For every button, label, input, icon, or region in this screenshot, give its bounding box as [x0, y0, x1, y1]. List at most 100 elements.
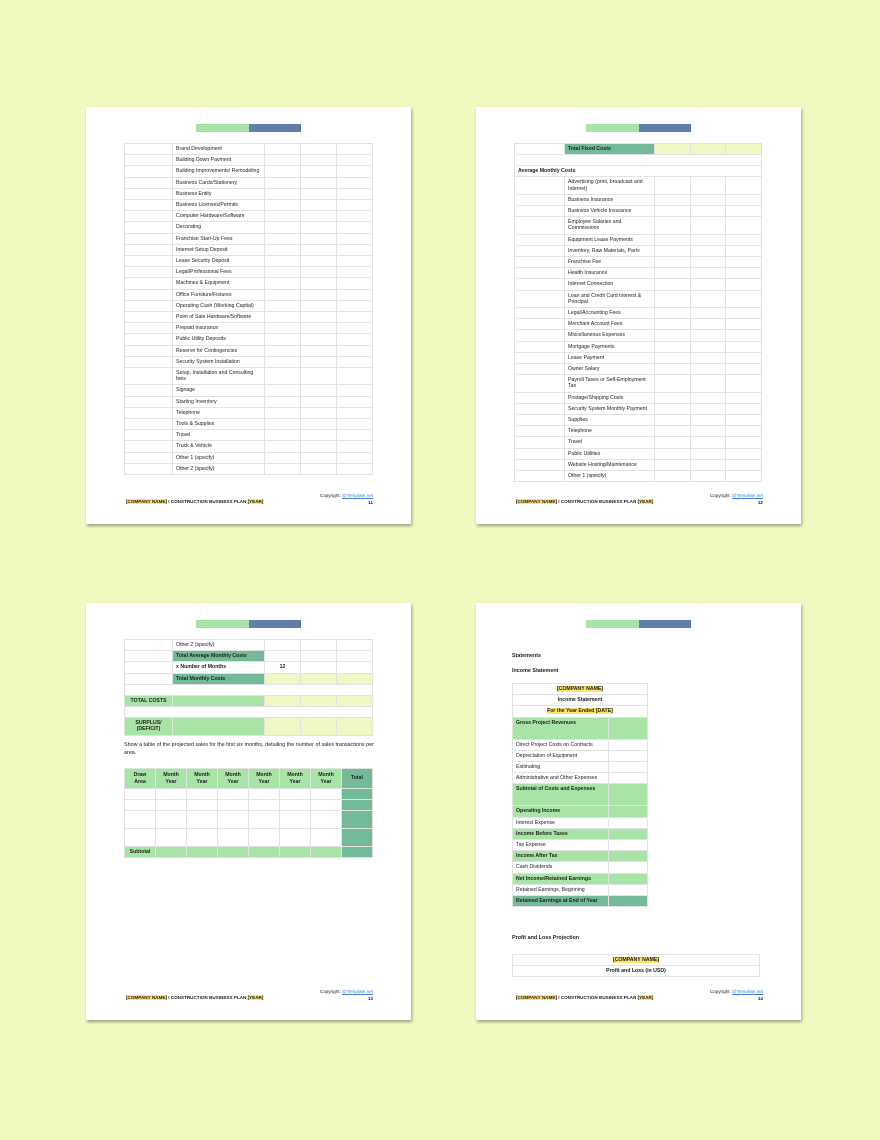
- row-label: Internet Connection: [564, 278, 655, 291]
- table-row: Franchise Start-Up Fees: [124, 232, 373, 245]
- row-label: Telephone: [172, 406, 265, 420]
- table-row: [124, 799, 373, 811]
- row-label: Security System Installation: [172, 355, 265, 369]
- header-bar: [196, 620, 301, 628]
- table-row: Estimating: [512, 761, 648, 774]
- table-row: Internet Connection: [514, 278, 762, 291]
- row-label: Signage: [172, 384, 265, 397]
- row-label: Operating Cash (Working Capital): [172, 299, 265, 313]
- table-row: Operating Cash (Working Capital): [124, 299, 373, 313]
- row-label: Advertising (print, broadcast and Intern…: [564, 176, 655, 195]
- column-header: Draw Area: [124, 768, 156, 789]
- total-fixed-costs: Total Fixed Costs: [564, 142, 655, 156]
- page-number: 12: [757, 500, 763, 505]
- row-label: Office Furniture/Fixtures: [172, 288, 265, 301]
- table-row: Business Entity: [124, 187, 373, 201]
- row-label: Mortgage Payments: [564, 340, 655, 353]
- row-label: Building Improvements/ Remodeling: [172, 165, 265, 178]
- row-label: Other 1 (specify): [172, 451, 265, 464]
- table-row: Lease Security Deposit: [124, 255, 373, 268]
- table-row: [124, 828, 373, 847]
- table-row: Business Insurance: [514, 193, 762, 207]
- table-row: Retained Earnings, Beginning: [512, 883, 648, 897]
- row-label: Public Utilities: [564, 447, 655, 460]
- copyright-link[interactable]: @Template.net: [342, 989, 373, 994]
- table-row: Starting Inventory: [124, 395, 373, 408]
- row-label: Tax Expense: [512, 839, 609, 852]
- profit-loss-table: [COMPANY NAME] Profit and Loss (in USD): [512, 953, 760, 978]
- table-row: Mortgage Payments: [514, 340, 762, 353]
- table-row: Point of Sale Hardware/Software: [124, 311, 373, 324]
- page-number: 11: [368, 500, 373, 505]
- table-row: Operating Income: [512, 805, 648, 818]
- table-row: Business Vehicle Insurance: [514, 205, 762, 218]
- table-row: Website Hosting/Maintenance: [514, 458, 762, 472]
- page-number: 13: [367, 996, 373, 1001]
- column-header: Month Year: [310, 768, 342, 789]
- row-label: Direct Project Costs on Contracts: [512, 738, 609, 751]
- row-label: Decorating: [172, 221, 265, 234]
- row-label: Gross Project Revenues: [512, 716, 609, 740]
- table-row: Depreciation of Equipment: [512, 749, 648, 763]
- row-label: Payroll Taxes or Self-Employment Tax: [564, 374, 655, 393]
- table-row: Business Licenses/Permits: [124, 199, 373, 212]
- table-row: Office Furniture/Fixtures: [124, 288, 373, 301]
- row-label: Interest Expense: [512, 816, 609, 829]
- copyright-link[interactable]: @Template.net: [732, 493, 763, 498]
- copyright: Copyright: @Template.net 12: [709, 493, 763, 505]
- column-header: Month Year: [248, 768, 280, 789]
- row-label: Starting Inventory: [172, 395, 265, 408]
- table-row: Security System Installation: [124, 355, 373, 369]
- row-label: Building Down Payment: [172, 154, 265, 167]
- row-label: Point of Sale Hardware/Software: [172, 311, 265, 324]
- table-row: Advertising (print, broadcast and Intern…: [514, 176, 762, 195]
- table-row: Security System Monthly Payment: [514, 402, 762, 416]
- row-label: Business Insurance: [564, 193, 655, 207]
- footer: [COMPANY NAME] I CONSTRUCTION BUSINESS P…: [516, 499, 654, 504]
- statements-heading: Statements: [512, 653, 542, 659]
- column-header: Month Year: [186, 768, 218, 789]
- table-row: Postage/Shipping Costs: [514, 391, 762, 404]
- table-row: Travel: [124, 429, 373, 442]
- table-row: Reserve for Contingencies: [124, 344, 373, 357]
- table-row: Business Cards/Stationery: [124, 176, 373, 189]
- row-label: Retained Earnings at End of Year: [512, 895, 609, 908]
- row-label: Lease Payment: [564, 351, 655, 365]
- row-label: Business Vehicle Insurance: [564, 205, 655, 218]
- row-label: Postage/Shipping Costs: [564, 391, 655, 404]
- row-label: Telephone: [564, 425, 655, 438]
- row-label: Owner Salary: [564, 363, 655, 376]
- row-label: Income After Tax: [512, 850, 609, 863]
- row-label: Loan and Credit Card Interest & Principa…: [564, 289, 655, 309]
- page-12: Total Fixed Costs Average Monthly Costs …: [476, 107, 801, 524]
- table-row: Employee Salaries and Commissions: [514, 216, 762, 235]
- instruction-paragraph: Show a table of the projected sales for …: [124, 742, 374, 756]
- row-label: Public Utility Deposits: [172, 333, 265, 346]
- row-label: Business Entity: [172, 187, 265, 201]
- copyright-link[interactable]: @Template.net: [732, 989, 763, 994]
- table-row: Direct Project Costs on Contracts: [512, 738, 648, 751]
- row-label: Equipment Lease Payments: [564, 233, 655, 246]
- row-label: Legal/Accounting Fees: [564, 307, 655, 320]
- table-row: Payroll Taxes or Self-Employment Tax: [514, 374, 762, 393]
- row-label: Operating Income: [512, 805, 609, 818]
- table-row: Owner Salary: [514, 363, 762, 376]
- table-row: Loan and Credit Card Interest & Principa…: [514, 289, 762, 309]
- header-bar: [586, 124, 691, 132]
- monthly-costs-table: Total Fixed Costs Average Monthly Costs …: [514, 142, 762, 483]
- copyright-link[interactable]: @Template.net: [342, 493, 373, 498]
- sales-table: Draw Area Month Year Month Year Month Year M…: [124, 768, 373, 859]
- table-row: Other 2 (specify): [124, 462, 373, 476]
- table-row: Interest Expense: [512, 816, 648, 829]
- row-label: Depreciation of Equipment: [512, 749, 609, 763]
- table-row: Brand Development: [124, 142, 373, 156]
- row-label: Brand Development: [172, 142, 265, 156]
- table-row: Other 1 (specify): [514, 470, 762, 483]
- page-number: 14: [757, 996, 763, 1001]
- row-label: Travel: [564, 436, 655, 449]
- table-row: Miscellaneous Expenses: [514, 329, 762, 342]
- total-costs-table: Other 2 (specify) Total Average Monthly …: [124, 638, 373, 737]
- table-row: Computer Hardware/Software: [124, 210, 373, 223]
- table-row: Tax Expense: [512, 839, 648, 852]
- subtotal-row: Subtotal: [124, 845, 373, 859]
